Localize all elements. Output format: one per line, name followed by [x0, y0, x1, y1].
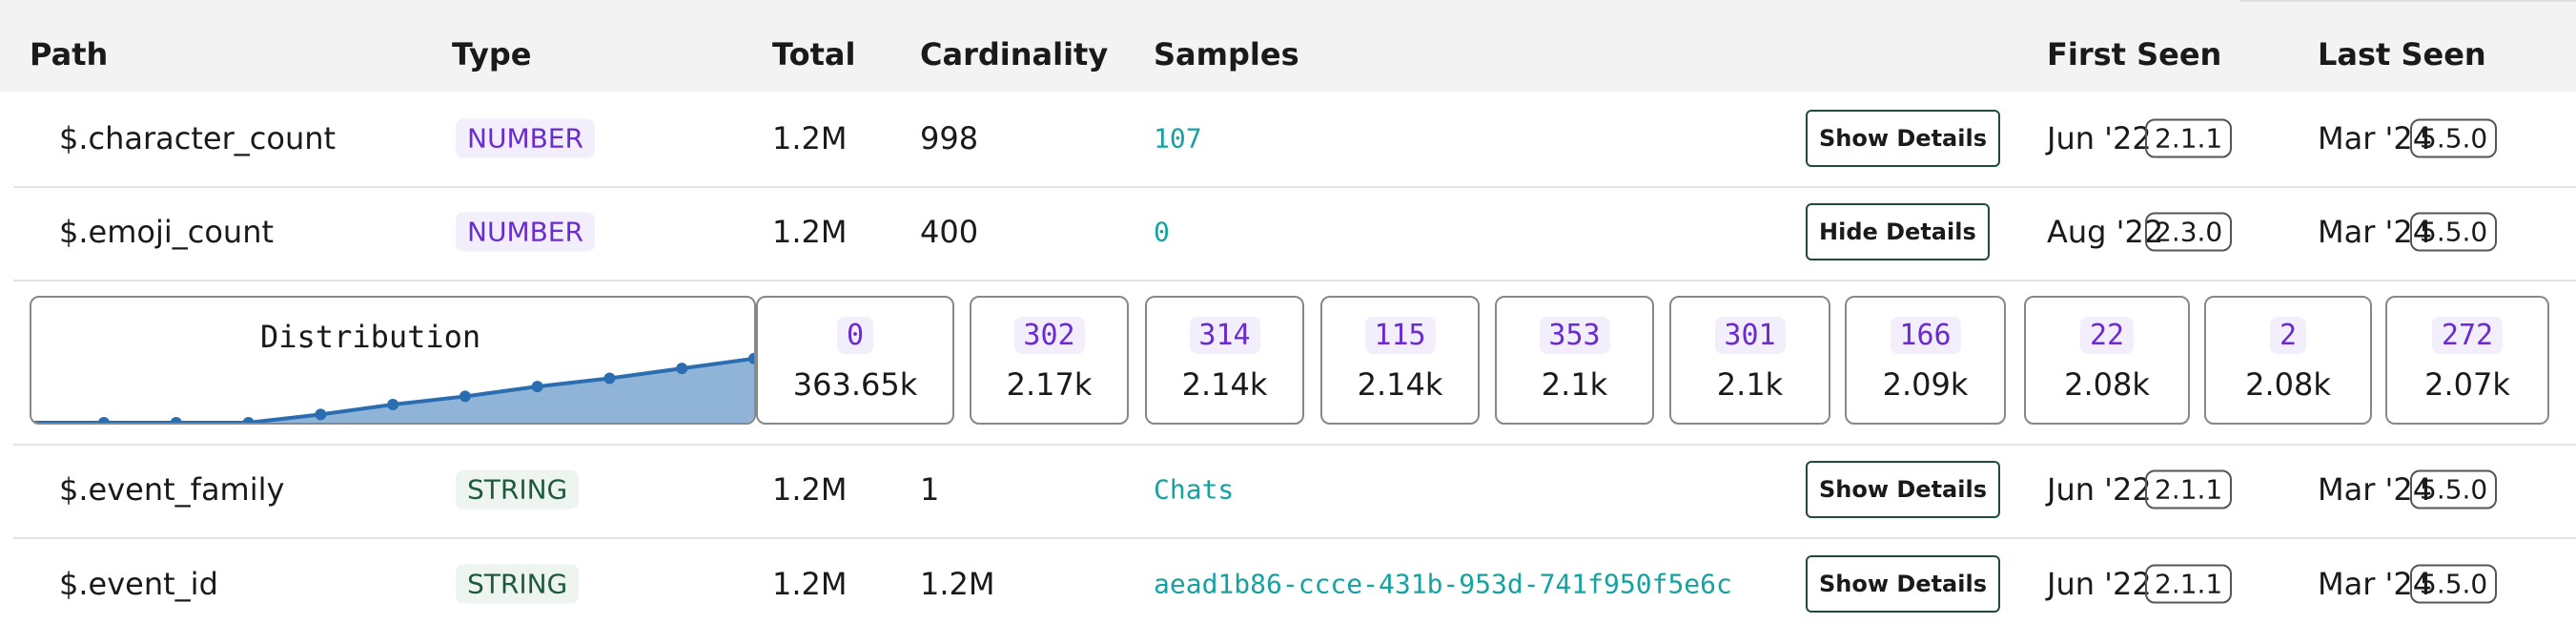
top-edge	[2240, 0, 2576, 2]
bin-card: 353 2.1k	[1495, 296, 1654, 425]
bin-card: 0 363.65k	[756, 296, 954, 425]
sample: aead1b86-ccce-431b-953d-741f950f5e6c	[1154, 568, 1732, 600]
path: $.character_count	[59, 120, 337, 156]
column-header: Samples	[1154, 36, 1299, 73]
bin-count: 2.07k	[2424, 366, 2510, 403]
bin-card: 314 2.14k	[1145, 296, 1304, 425]
bin-count: 2.08k	[2245, 366, 2331, 403]
bin-card: 302 2.17k	[970, 296, 1129, 425]
version: 5.5.0	[2410, 212, 2498, 252]
bin-card: 22 2.08k	[2024, 296, 2190, 425]
row-separator	[13, 444, 2576, 446]
sparkline-point	[531, 381, 543, 393]
sparkline-point	[242, 417, 255, 423]
version: 2.1.1	[2145, 118, 2233, 158]
bin-card: 272 2.07k	[2385, 296, 2549, 425]
sample: 107	[1154, 122, 1202, 155]
cardinality: 400	[920, 214, 979, 250]
bin-value: 2	[2269, 317, 2307, 354]
sparkline-area	[31, 358, 754, 423]
path: $.emoji_count	[59, 214, 275, 250]
total: 1.2M	[772, 120, 848, 156]
sparkline-point	[459, 390, 471, 403]
bin-count: 2.08k	[2064, 366, 2150, 403]
row-separator	[13, 280, 2576, 281]
details-button[interactable]: Show Details	[1806, 555, 2000, 613]
version: 2.1.1	[2145, 564, 2233, 604]
sparkline-point	[676, 363, 688, 375]
sparkline-point	[315, 408, 327, 421]
sparkline-point	[387, 399, 399, 411]
bin-count: 2.1k	[1716, 366, 1784, 403]
version: 5.5.0	[2410, 118, 2498, 158]
type-badge: NUMBER	[456, 118, 595, 158]
cardinality: 998	[920, 120, 979, 156]
distribution-chart: Distribution	[30, 296, 756, 425]
column-header: Last Seen	[2318, 36, 2486, 73]
bin-value: 22	[2079, 317, 2135, 354]
sparkline	[31, 352, 754, 423]
sparkline-point	[748, 352, 754, 364]
bin-value: 272	[2431, 317, 2504, 354]
bin-card: 301 2.1k	[1669, 296, 1830, 425]
type-badge: STRING	[456, 469, 580, 510]
first-seen: Jun '22	[2047, 120, 2152, 156]
bin-count: 2.1k	[1541, 366, 1608, 403]
header-bar	[0, 0, 2576, 92]
bin-count: 363.65k	[792, 366, 918, 403]
sparkline-point	[98, 417, 110, 423]
bin-value: 0	[836, 317, 874, 354]
version: 2.3.0	[2145, 212, 2233, 252]
version: 5.5.0	[2410, 469, 2498, 510]
sparkline-point	[603, 372, 616, 385]
cardinality: 1	[920, 471, 940, 508]
first-seen: Jun '22	[2047, 566, 2152, 602]
total: 1.2M	[772, 214, 848, 250]
column-header: First Seen	[2047, 36, 2222, 73]
column-header: Cardinality	[920, 36, 1109, 73]
details-button[interactable]: Show Details	[1806, 110, 2000, 167]
total: 1.2M	[772, 471, 848, 508]
first-seen: Jun '22	[2047, 471, 2152, 508]
version: 5.5.0	[2410, 564, 2498, 604]
bin-count: 2.09k	[1882, 366, 1969, 403]
distribution-title: Distribution	[260, 319, 481, 355]
bin-count: 2.14k	[1181, 366, 1268, 403]
column-header: Total	[772, 36, 856, 73]
sample: 0	[1154, 216, 1170, 248]
cardinality: 1.2M	[920, 566, 995, 602]
bin-value: 353	[1539, 317, 1610, 354]
first-seen: Aug '22	[2047, 214, 2164, 250]
bin-value: 314	[1189, 317, 1260, 354]
bin-card: 2 2.08k	[2204, 296, 2372, 425]
bin-value: 301	[1714, 317, 1786, 354]
details-button[interactable]: Hide Details	[1806, 203, 1990, 260]
row-separator	[13, 186, 2576, 188]
column-header: Path	[30, 36, 109, 73]
type-badge: STRING	[456, 564, 580, 604]
total: 1.2M	[772, 566, 848, 602]
bin-card: 166 2.09k	[1845, 296, 2006, 425]
bin-value: 302	[1013, 317, 1085, 354]
path: $.event_family	[59, 471, 285, 508]
sample: Chats	[1154, 473, 1235, 506]
column-header: Type	[452, 36, 532, 73]
bin-card: 115 2.14k	[1320, 296, 1480, 425]
type-badge: NUMBER	[456, 212, 595, 252]
bin-value: 166	[1890, 317, 1961, 354]
bin-value: 115	[1364, 317, 1436, 354]
bin-count: 2.17k	[1006, 366, 1093, 403]
version: 2.1.1	[2145, 469, 2233, 510]
sparkline-point	[170, 417, 182, 423]
details-button[interactable]: Show Details	[1806, 461, 2000, 518]
path: $.event_id	[59, 566, 218, 602]
row-separator	[13, 537, 2576, 539]
bin-count: 2.14k	[1357, 366, 1443, 403]
